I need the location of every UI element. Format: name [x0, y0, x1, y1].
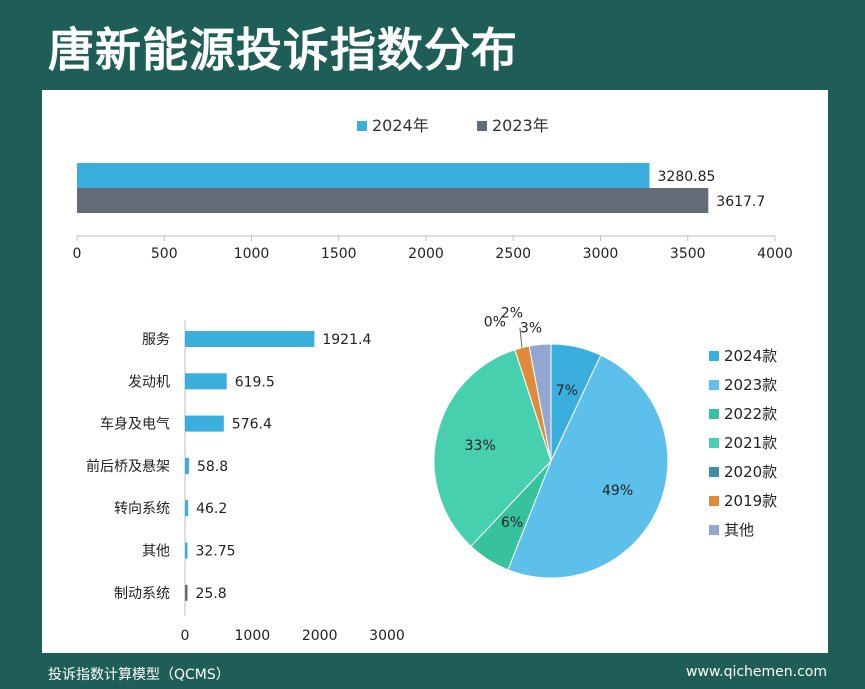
category-data-label: 46.2 — [196, 501, 227, 517]
category-label: 服务 — [142, 332, 170, 348]
legend-swatch-1 — [357, 121, 367, 131]
pie-slice-label: 2% — [501, 306, 523, 322]
pie-slice-label: 33% — [465, 438, 496, 454]
pie-legend-label: 2023款 — [724, 376, 777, 394]
pie-legend-label: 2022款 — [724, 405, 777, 423]
legend-swatch-2 — [477, 121, 487, 131]
footer-model-label: 投诉指数计算模型（QCMS） — [48, 667, 230, 683]
pie-slice — [507, 354, 669, 579]
category-label: 车身及电气 — [100, 416, 170, 433]
category-data-label: 576.4 — [232, 417, 272, 433]
x-tick-label: 4000 — [757, 246, 793, 262]
pie-slice — [528, 343, 552, 462]
x-tick-label: 1500 — [321, 246, 357, 262]
pie-slice-label: 0% — [484, 315, 506, 331]
x-tick-label: 500 — [151, 246, 178, 262]
category-data-label: 58.8 — [197, 459, 228, 475]
pie-legend-swatch — [709, 409, 719, 419]
category-bar — [185, 457, 189, 474]
category-label: 发动机 — [128, 374, 170, 390]
category-x-tick-label: 3000 — [369, 628, 405, 644]
category-data-label: 1921.4 — [322, 332, 371, 348]
category-data-label: 25.8 — [196, 586, 227, 602]
pie-legend-label: 2019款 — [724, 492, 777, 510]
page-title: 唐新能源投诉指数分布 — [48, 23, 518, 77]
category-label: 制动系统 — [114, 586, 170, 602]
bar-data-label-2: 3617.7 — [716, 194, 765, 210]
category-label: 前后桥及悬架 — [86, 458, 170, 475]
category-bar — [185, 542, 188, 559]
pie-legend-swatch — [709, 525, 719, 535]
category-bar — [185, 373, 227, 390]
pie-leader-line — [519, 327, 523, 348]
pie-legend-swatch — [709, 496, 719, 506]
pie-legend-label: 2024款 — [724, 347, 777, 365]
pie-slice-label: 49% — [602, 483, 633, 499]
x-tick-label: 1000 — [234, 246, 270, 262]
category-bar — [185, 584, 188, 601]
pie-legend-swatch — [709, 380, 719, 390]
pie-slice-label: 7% — [556, 383, 578, 399]
pie-legend-label: 其他 — [724, 521, 754, 539]
pie-legend-label: 2021款 — [724, 434, 777, 452]
category-x-tick-label: 1000 — [235, 628, 271, 644]
bar-data-label-1: 3280.85 — [658, 169, 716, 185]
pie-slice — [433, 349, 552, 547]
footer-website: www.qichemen.com — [686, 664, 827, 680]
chart-panel: 2024年 2023年 3280.85 3617.7 0 500 1000 1500 2000 2… — [42, 90, 828, 653]
pie-legend-swatch — [709, 467, 719, 477]
legend-label-1: 2024年 — [372, 116, 429, 135]
category-label: 其他 — [142, 544, 170, 560]
bar-1 — [77, 163, 650, 188]
pie-legend-swatch — [709, 351, 719, 361]
category-data-label: 32.75 — [196, 544, 236, 560]
bar-2 — [77, 188, 709, 213]
category-data-label: 619.5 — [235, 374, 275, 390]
x-tick-label: 2500 — [495, 246, 531, 262]
x-tick-label: 3500 — [670, 246, 706, 262]
category-bar — [185, 500, 189, 517]
category-x-tick-label: 0 — [181, 628, 190, 644]
pie-legend-label: 2020款 — [724, 463, 777, 481]
pie-legend-swatch — [709, 438, 719, 448]
pie-slice-label: 6% — [501, 515, 523, 531]
category-label: 转向系统 — [114, 501, 170, 517]
x-tick-label: 0 — [73, 246, 82, 262]
category-bar — [185, 331, 315, 347]
category-bar — [185, 415, 224, 432]
category-x-tick-label: 2000 — [302, 628, 338, 644]
x-tick-label: 3000 — [583, 246, 619, 262]
x-tick-label: 2000 — [408, 246, 444, 262]
pie-slice-label: 3% — [520, 321, 542, 337]
legend-label-2: 2023年 — [492, 116, 549, 135]
